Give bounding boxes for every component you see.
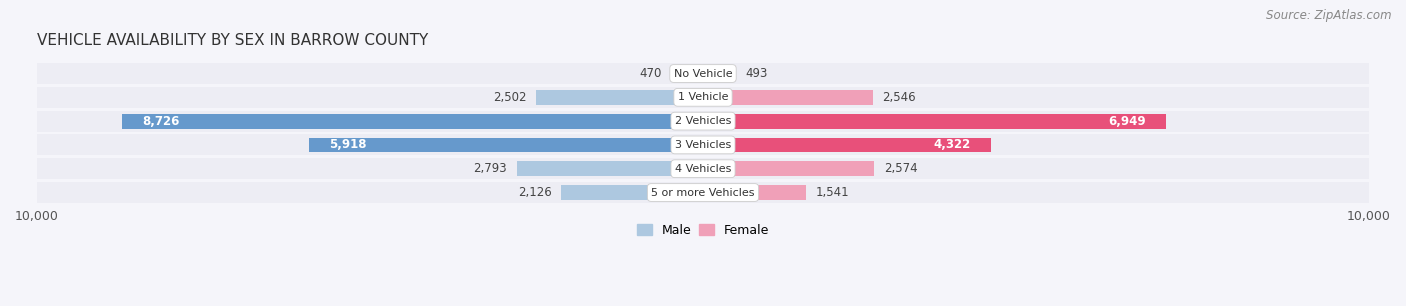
Bar (672, 66, 703, 81)
Text: 1,541: 1,541 (815, 186, 849, 199)
Bar (517, 161, 703, 176)
Text: 470: 470 (640, 67, 662, 80)
Bar (703, 66, 735, 81)
Bar (703, 137, 991, 152)
Bar (37, 158, 1369, 179)
Text: VEHICLE AVAILABILITY BY SEX IN BARROW COUNTY: VEHICLE AVAILABILITY BY SEX IN BARROW CO… (37, 33, 429, 48)
Bar (37, 134, 1369, 155)
Legend: Male, Female: Male, Female (631, 219, 775, 242)
Text: Source: ZipAtlas.com: Source: ZipAtlas.com (1267, 9, 1392, 22)
Text: 2,546: 2,546 (883, 91, 917, 104)
Text: 2,793: 2,793 (474, 162, 508, 175)
Bar (703, 114, 1166, 129)
Text: 4 Vehicles: 4 Vehicles (675, 164, 731, 174)
Bar (37, 182, 1369, 203)
Text: 2,574: 2,574 (884, 162, 918, 175)
Bar (309, 137, 703, 152)
Bar (37, 87, 1369, 108)
Bar (37, 63, 1369, 84)
Text: 1 Vehicle: 1 Vehicle (678, 92, 728, 102)
Bar (703, 161, 875, 176)
Bar (37, 111, 1369, 132)
Text: No Vehicle: No Vehicle (673, 69, 733, 79)
Bar (561, 185, 703, 200)
Text: 3 Vehicles: 3 Vehicles (675, 140, 731, 150)
Text: 5 or more Vehicles: 5 or more Vehicles (651, 188, 755, 197)
Text: 2,126: 2,126 (517, 186, 551, 199)
Text: 2 Vehicles: 2 Vehicles (675, 116, 731, 126)
Bar (703, 90, 873, 105)
Text: 2,502: 2,502 (494, 91, 526, 104)
Bar (122, 114, 703, 129)
Bar (536, 90, 703, 105)
Text: 4,322: 4,322 (934, 138, 972, 151)
Text: 5,918: 5,918 (329, 138, 367, 151)
Text: 8,726: 8,726 (142, 115, 179, 128)
Text: 493: 493 (745, 67, 768, 80)
Bar (703, 185, 806, 200)
Text: 6,949: 6,949 (1108, 115, 1146, 128)
